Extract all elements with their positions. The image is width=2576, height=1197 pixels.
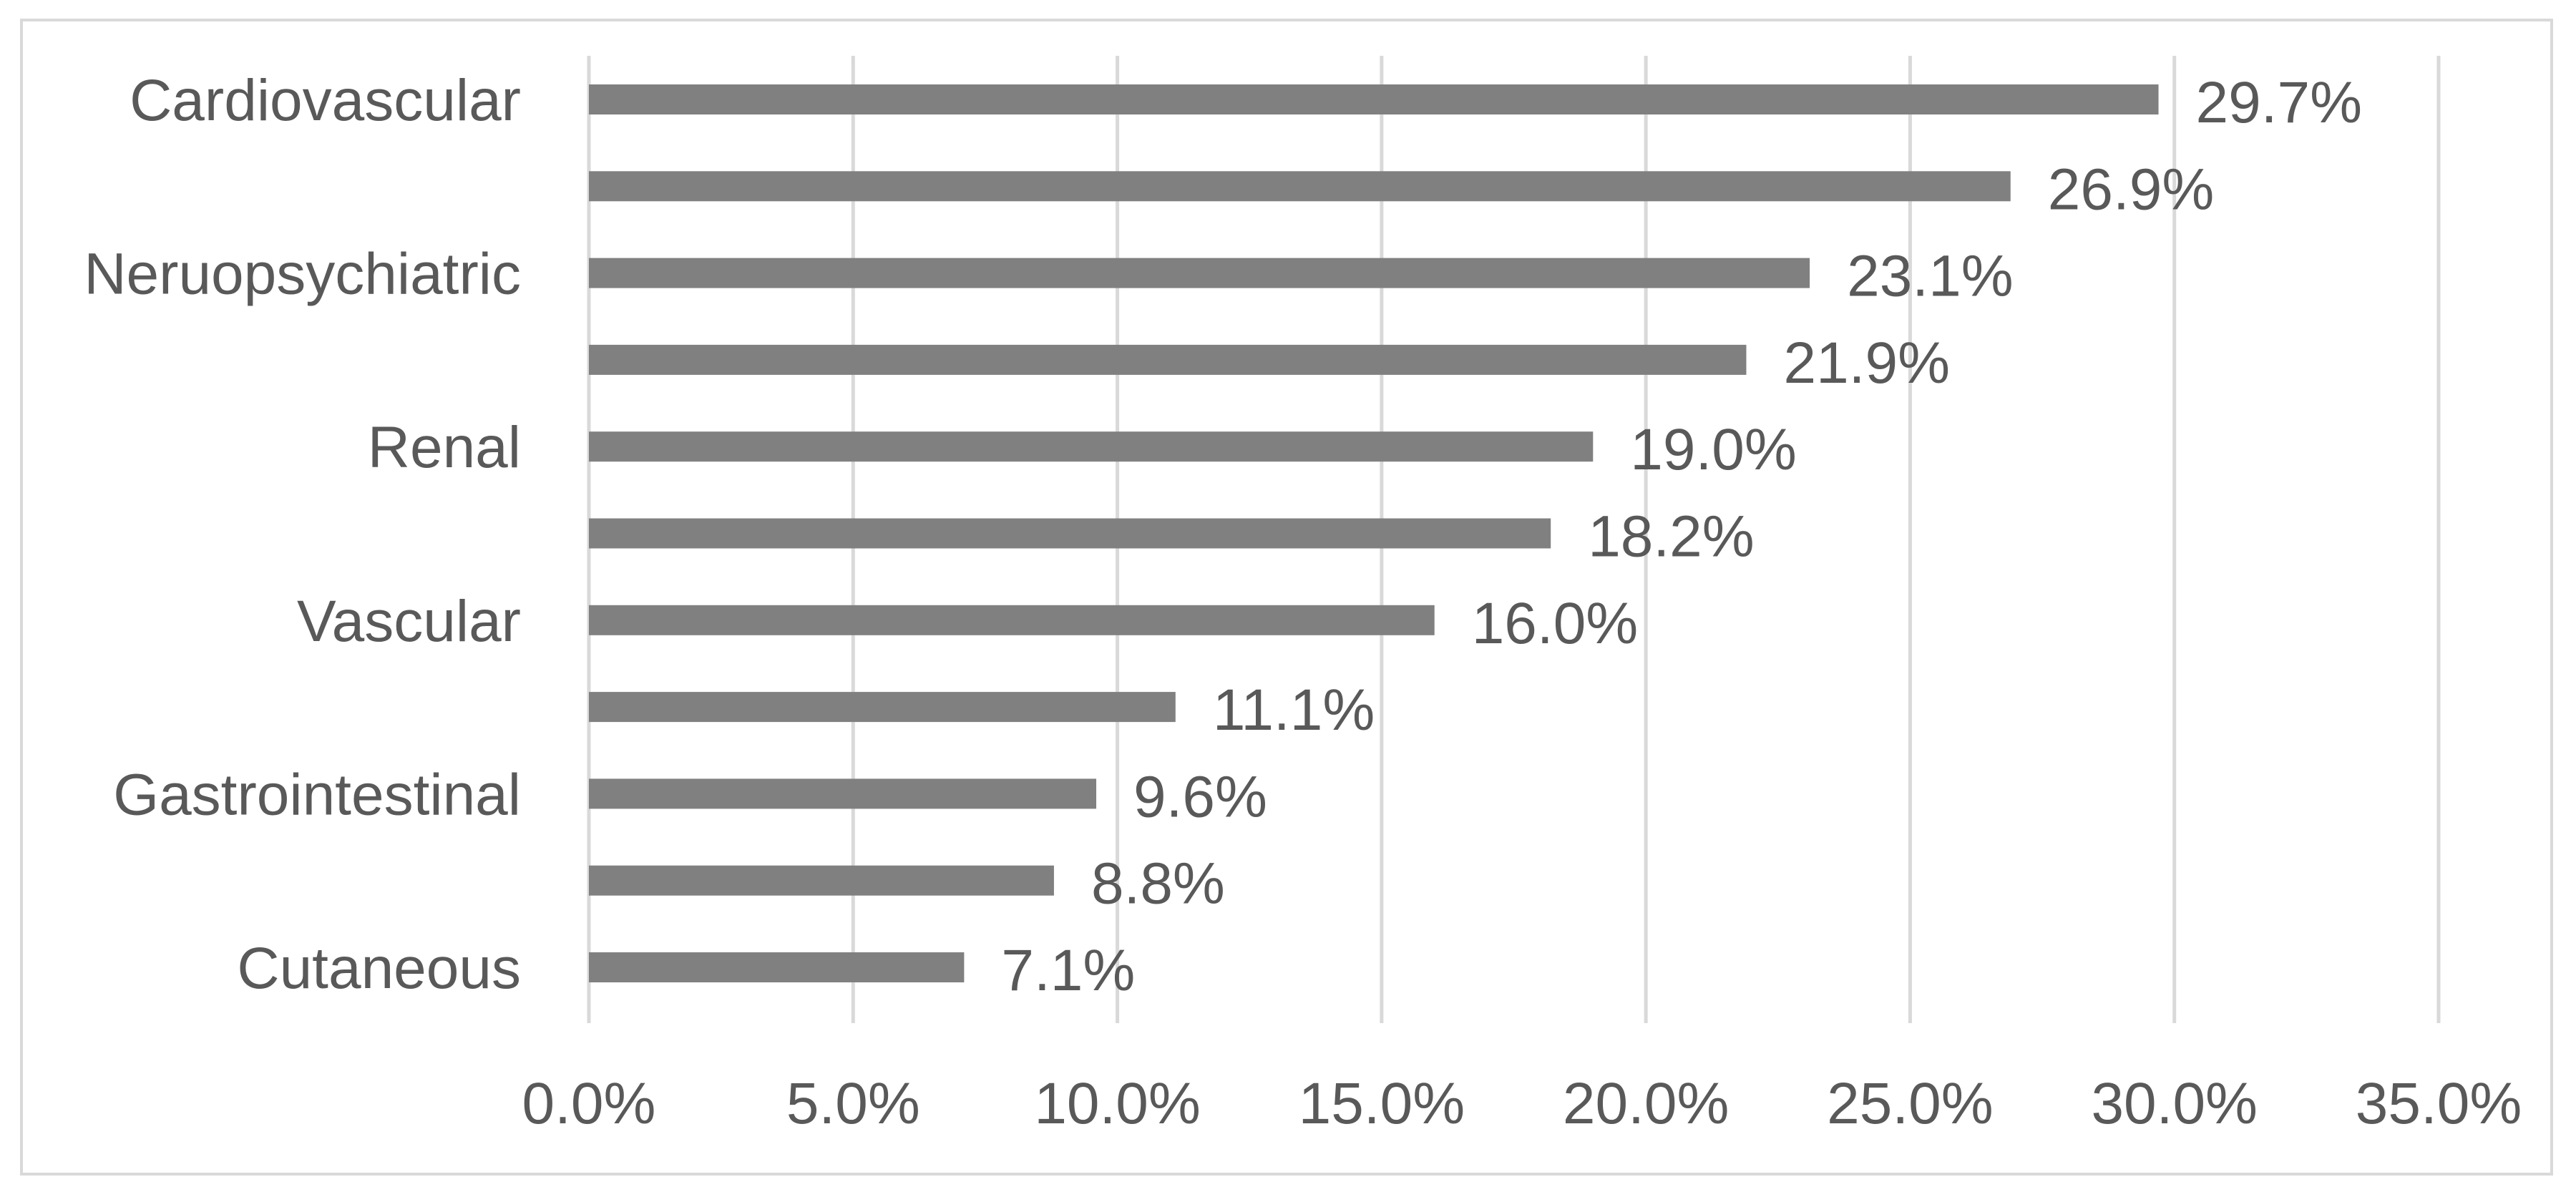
- x-tick-label: 35.0%: [2356, 1071, 2522, 1136]
- data-label: 18.2%: [1588, 504, 1755, 570]
- category-label: Cutaneous: [237, 936, 521, 1001]
- data-label: 9.6%: [1133, 764, 1267, 829]
- bar: [589, 865, 1054, 896]
- chart-frame: [20, 19, 2553, 1176]
- category-label: Neruopsychiatric: [84, 242, 521, 307]
- x-tick-label: 5.0%: [786, 1071, 920, 1136]
- bar: [589, 518, 1551, 549]
- bar: [589, 258, 1810, 288]
- data-label: 23.1%: [1847, 244, 2014, 309]
- category-label: Gastrointestinal: [113, 762, 521, 827]
- bar: [589, 84, 2159, 114]
- category-axis: Cardiovascular Neruopsychiatric Renal Vascu…: [84, 68, 521, 1001]
- x-tick-label: 20.0%: [1563, 1071, 1729, 1136]
- grid-layer: [587, 56, 2441, 1023]
- category-label: Cardiovascular: [130, 68, 521, 133]
- data-label: 8.8%: [1091, 851, 1225, 917]
- bar-layer: [589, 84, 2159, 982]
- data-label: 16.0%: [1472, 591, 1639, 656]
- x-tick-label: 10.0%: [1034, 1071, 1201, 1136]
- bar: [589, 344, 1747, 375]
- bar: [589, 692, 1176, 723]
- data-label: 11.1%: [1213, 678, 1375, 743]
- bar: [589, 431, 1594, 462]
- x-tick-label: 15.0%: [1299, 1071, 1465, 1136]
- data-label: 26.9%: [2048, 157, 2215, 222]
- data-label: 21.9%: [1783, 331, 1950, 396]
- data-label: 29.7%: [2196, 70, 2363, 135]
- data-label: 19.0%: [1630, 417, 1797, 482]
- bar: [589, 171, 2011, 202]
- bar: [589, 605, 1435, 635]
- x-tick-label: 30.0%: [2091, 1071, 2258, 1136]
- bar: [589, 778, 1097, 809]
- category-label: Vascular: [297, 589, 521, 654]
- label-layer: 29.7% 26.9% 23.1% 21.9% 19.0% 18.2% 16.0% 11.1%…: [1001, 70, 2362, 1003]
- x-tick-label: 0.0%: [522, 1071, 656, 1136]
- x-tick-label: 25.0%: [1827, 1071, 1994, 1136]
- value-axis: 0.0% 5.0% 10.0% 15.0% 20.0% 25.0% 30.0% 35.0%: [522, 1071, 2522, 1136]
- category-label: Renal: [368, 415, 521, 480]
- data-label: 7.1%: [1001, 938, 1135, 1003]
- bar: [589, 952, 965, 982]
